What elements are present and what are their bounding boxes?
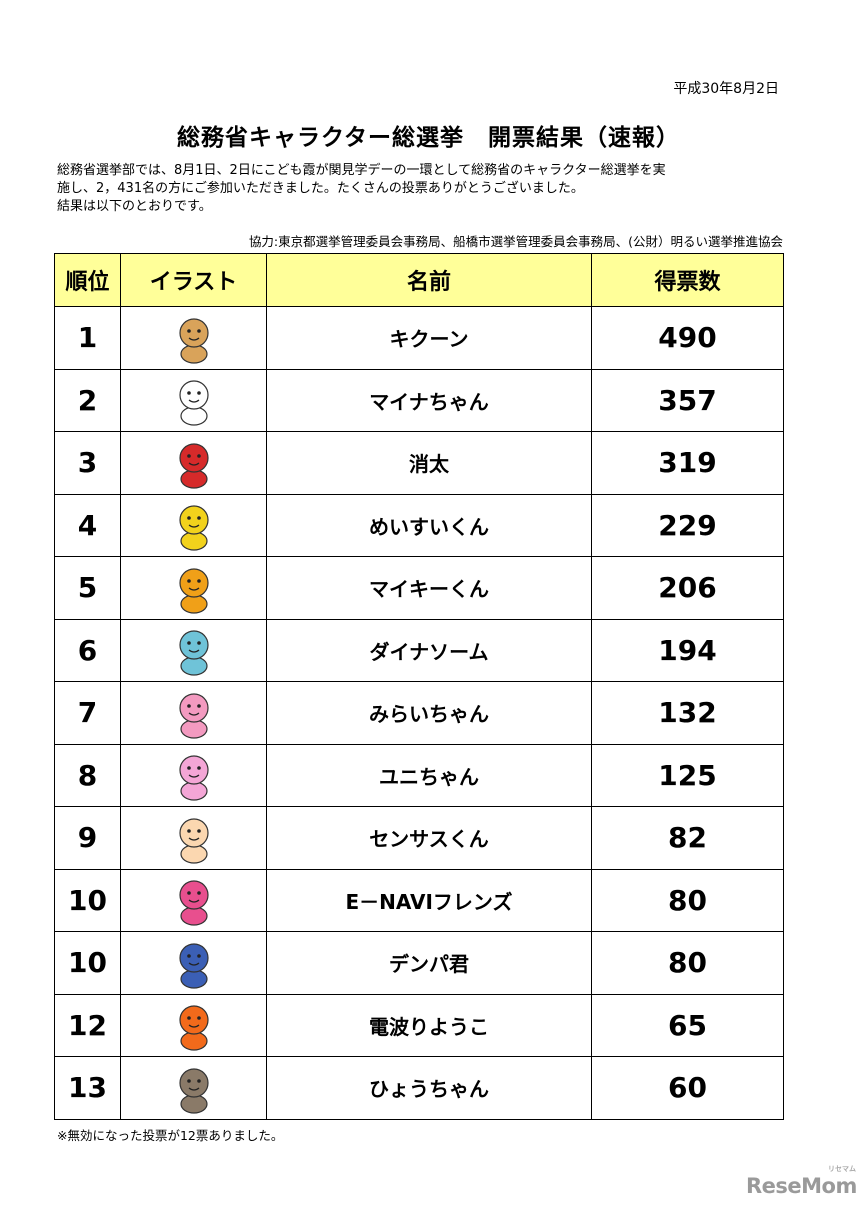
name-cell: マイナちゃん xyxy=(266,368,592,432)
name-cell: 消太 xyxy=(266,431,592,495)
header-votes: 得票数 xyxy=(591,253,784,307)
owl-character-icon xyxy=(178,1068,209,1114)
table-row: 12 電波りようこ 65 xyxy=(54,993,784,1057)
intro-line: 結果は以下のとおりです。 xyxy=(57,199,212,214)
illustration-cell xyxy=(120,431,267,495)
rank-cell: 9 xyxy=(54,806,121,870)
votes-cell: 82 xyxy=(591,806,784,870)
name-cell: キクーン xyxy=(266,306,592,370)
table-row: 2 マイナちゃん 357 xyxy=(54,368,784,432)
table-row: 6 ダイナソーム 194 xyxy=(54,618,784,682)
table-row: 9 センサスくん 82 xyxy=(54,806,784,870)
page-title: 総務省キャラクター総選挙 開票結果（速報） xyxy=(176,125,681,151)
winged-cat-character-icon xyxy=(178,505,209,551)
rank-cell: 7 xyxy=(54,681,121,745)
table-row: 7 みらいちゃん 132 xyxy=(54,681,784,745)
name-cell: E－NAVIフレンズ xyxy=(266,868,592,932)
name-cell: めいすいくん xyxy=(266,493,592,557)
illustration-cell xyxy=(120,1056,267,1120)
logo-text: ReseMom xyxy=(746,1174,857,1198)
table-row: 3 消太 319 xyxy=(54,431,784,495)
intro-text: 総務省選挙部では、8月1日、2日にこども霞が関見学デーの一環として総務省のキャラ… xyxy=(57,162,777,216)
table-row: 10 デンパ君 80 xyxy=(54,931,784,995)
illustration-cell xyxy=(120,868,267,932)
report-date: 平成30年8月2日 xyxy=(673,81,779,97)
name-cell: ユニちゃん xyxy=(266,743,592,807)
votes-cell: 80 xyxy=(591,868,784,932)
name-cell: デンパ君 xyxy=(266,931,592,995)
illustration-cell xyxy=(120,493,267,557)
rank-cell: 12 xyxy=(54,993,121,1057)
dinosaur-characters-icon xyxy=(178,630,209,676)
table-row: 5 マイキーくん 206 xyxy=(54,556,784,620)
pink-rabbit-character-icon xyxy=(178,755,209,801)
rank-cell: 3 xyxy=(54,431,121,495)
votes-cell: 206 xyxy=(591,556,784,620)
votes-cell: 132 xyxy=(591,681,784,745)
name-cell: センサスくん xyxy=(266,806,592,870)
rank-cell: 2 xyxy=(54,368,121,432)
illustration-cell xyxy=(120,681,267,745)
intro-line: 施し、2，431名の方にご参加いただきました。たくさんの投票ありがとうございまし… xyxy=(57,181,584,196)
rank-cell: 4 xyxy=(54,493,121,557)
footnote: ※無効になった投票が12票ありました。 xyxy=(57,1128,284,1143)
flame-character-icon xyxy=(178,1005,209,1051)
table-row: 1 キクーン 490 xyxy=(54,306,784,370)
table-row: 10 E－NAVIフレンズ 80 xyxy=(54,868,784,932)
votes-cell: 194 xyxy=(591,618,784,682)
name-cell: ダイナソーム xyxy=(266,618,592,682)
rank-cell: 1 xyxy=(54,306,121,370)
rabbit-character-icon xyxy=(178,380,209,426)
illustration-cell xyxy=(120,618,267,682)
table-row: 8 ユニちゃん 125 xyxy=(54,743,784,807)
rank-cell: 6 xyxy=(54,618,121,682)
header-rank: 順位 xyxy=(54,253,121,307)
rank-cell: 10 xyxy=(54,868,121,932)
illustration-cell xyxy=(120,556,267,620)
rank-cell: 10 xyxy=(54,931,121,995)
baby-character-icon xyxy=(178,818,209,864)
illustration-cell xyxy=(120,306,267,370)
table-row: 4 めいすいくん 229 xyxy=(54,493,784,557)
results-table: 順位 イラスト 名前 得票数 1 キクーン 490 2 マイナちゃん 357 3 消太 319 4… xyxy=(54,253,784,1120)
header-illust: イラスト xyxy=(120,253,267,307)
firefighter-characters-icon xyxy=(178,443,209,489)
boy-character-icon xyxy=(178,943,209,989)
cooperation-credit: 協力:東京都選挙管理委員会事務局、船橋市選挙管理委員会事務局、(公財）明るい選挙… xyxy=(248,234,783,249)
dog-character-icon xyxy=(178,318,209,364)
rank-cell: 13 xyxy=(54,1056,121,1120)
name-cell: みらいちゃん xyxy=(266,681,592,745)
votes-cell: 357 xyxy=(591,368,784,432)
votes-cell: 125 xyxy=(591,743,784,807)
rank-cell: 5 xyxy=(54,556,121,620)
illustration-cell xyxy=(120,931,267,995)
illustration-cell xyxy=(120,743,267,807)
name-cell: マイキーくん xyxy=(266,556,592,620)
intro-line: 総務省選挙部では、8月1日、2日にこども霞が関見学デーの一環として総務省のキャラ… xyxy=(57,163,666,178)
resemom-logo: ReseMom リセマム xyxy=(746,1165,857,1198)
votes-cell: 60 xyxy=(591,1056,784,1120)
name-cell: 電波りようこ xyxy=(266,993,592,1057)
illustration-cell xyxy=(120,993,267,1057)
votes-cell: 319 xyxy=(591,431,784,495)
header-name: 名前 xyxy=(266,253,592,307)
dog-key-character-icon xyxy=(178,568,209,614)
votes-cell: 80 xyxy=(591,931,784,995)
name-cell: ひょうちゃん xyxy=(266,1056,592,1120)
table-row: 13 ひょうちゃん 60 xyxy=(54,1056,784,1120)
girl-character-icon xyxy=(178,693,209,739)
votes-cell: 490 xyxy=(591,306,784,370)
illustration-cell xyxy=(120,806,267,870)
table-header-row: 順位 イラスト 名前 得票数 xyxy=(54,253,784,307)
logo-ruby: リセマム xyxy=(828,1165,856,1173)
rank-cell: 8 xyxy=(54,743,121,807)
votes-cell: 229 xyxy=(591,493,784,557)
friends-characters-icon xyxy=(178,880,209,926)
table-body: 1 キクーン 490 2 マイナちゃん 357 3 消太 319 4 めいすいくん 229 5 マイキーく… xyxy=(54,306,784,1120)
votes-cell: 65 xyxy=(591,993,784,1057)
illustration-cell xyxy=(120,368,267,432)
